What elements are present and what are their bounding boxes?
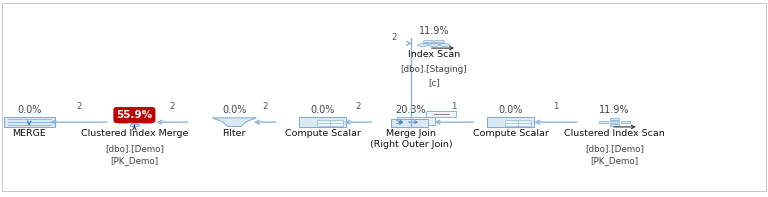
Circle shape (434, 40, 445, 43)
Circle shape (423, 40, 434, 43)
Text: Filter: Filter (223, 129, 246, 138)
Text: [dbo].[Staging]: [dbo].[Staging] (401, 65, 467, 74)
Circle shape (429, 44, 439, 46)
Text: 11.9%: 11.9% (419, 26, 449, 36)
Text: [c]: [c] (428, 78, 440, 87)
Text: MERGE: MERGE (12, 129, 46, 138)
Bar (598, 121, 608, 123)
Bar (131, 121, 137, 123)
Text: [dbo].[Demo]: [dbo].[Demo] (105, 144, 164, 153)
Bar (610, 124, 619, 126)
Text: [PK_Demo]: [PK_Demo] (591, 156, 638, 165)
Bar (316, 120, 343, 126)
Bar (130, 124, 139, 126)
Text: 2: 2 (76, 102, 81, 111)
Text: 55.9%: 55.9% (116, 110, 153, 120)
Text: 2: 2 (262, 102, 268, 111)
Bar (610, 121, 619, 123)
Text: 1: 1 (553, 102, 558, 111)
Bar (397, 117, 435, 125)
Polygon shape (212, 118, 257, 126)
Bar (299, 117, 346, 127)
Text: Compute Scalar: Compute Scalar (285, 129, 360, 138)
Text: 0.0%: 0.0% (498, 105, 523, 115)
Text: [dbo].[Demo]: [dbo].[Demo] (585, 144, 644, 153)
Bar (4, 117, 55, 127)
Text: 0.0%: 0.0% (222, 105, 247, 115)
Bar (487, 117, 535, 127)
Bar (505, 120, 531, 126)
Text: Clustered Index Merge: Clustered Index Merge (81, 129, 188, 138)
Text: 2: 2 (169, 102, 175, 111)
Text: 2: 2 (355, 102, 361, 111)
Text: Index Scan: Index Scan (408, 50, 460, 59)
Text: 20.3%: 20.3% (396, 105, 426, 115)
Bar (141, 121, 151, 123)
Bar (610, 118, 619, 121)
Bar (130, 118, 139, 120)
Text: 0.0%: 0.0% (17, 105, 41, 115)
Bar (118, 121, 127, 123)
Text: Compute Scalar: Compute Scalar (473, 129, 548, 138)
Text: [PK_Demo]: [PK_Demo] (111, 156, 158, 165)
Text: Clustered Index Scan: Clustered Index Scan (564, 129, 665, 138)
Text: 11.9%: 11.9% (599, 105, 630, 115)
Text: 0.0%: 0.0% (310, 105, 335, 115)
Text: 1: 1 (451, 102, 457, 111)
Bar (390, 119, 428, 127)
Circle shape (439, 44, 450, 46)
Bar (621, 121, 631, 123)
Text: 2: 2 (392, 33, 397, 42)
Circle shape (418, 44, 429, 46)
Text: Merge Join
(Right Outer Join): Merge Join (Right Outer Join) (369, 129, 452, 149)
Bar (426, 111, 456, 117)
